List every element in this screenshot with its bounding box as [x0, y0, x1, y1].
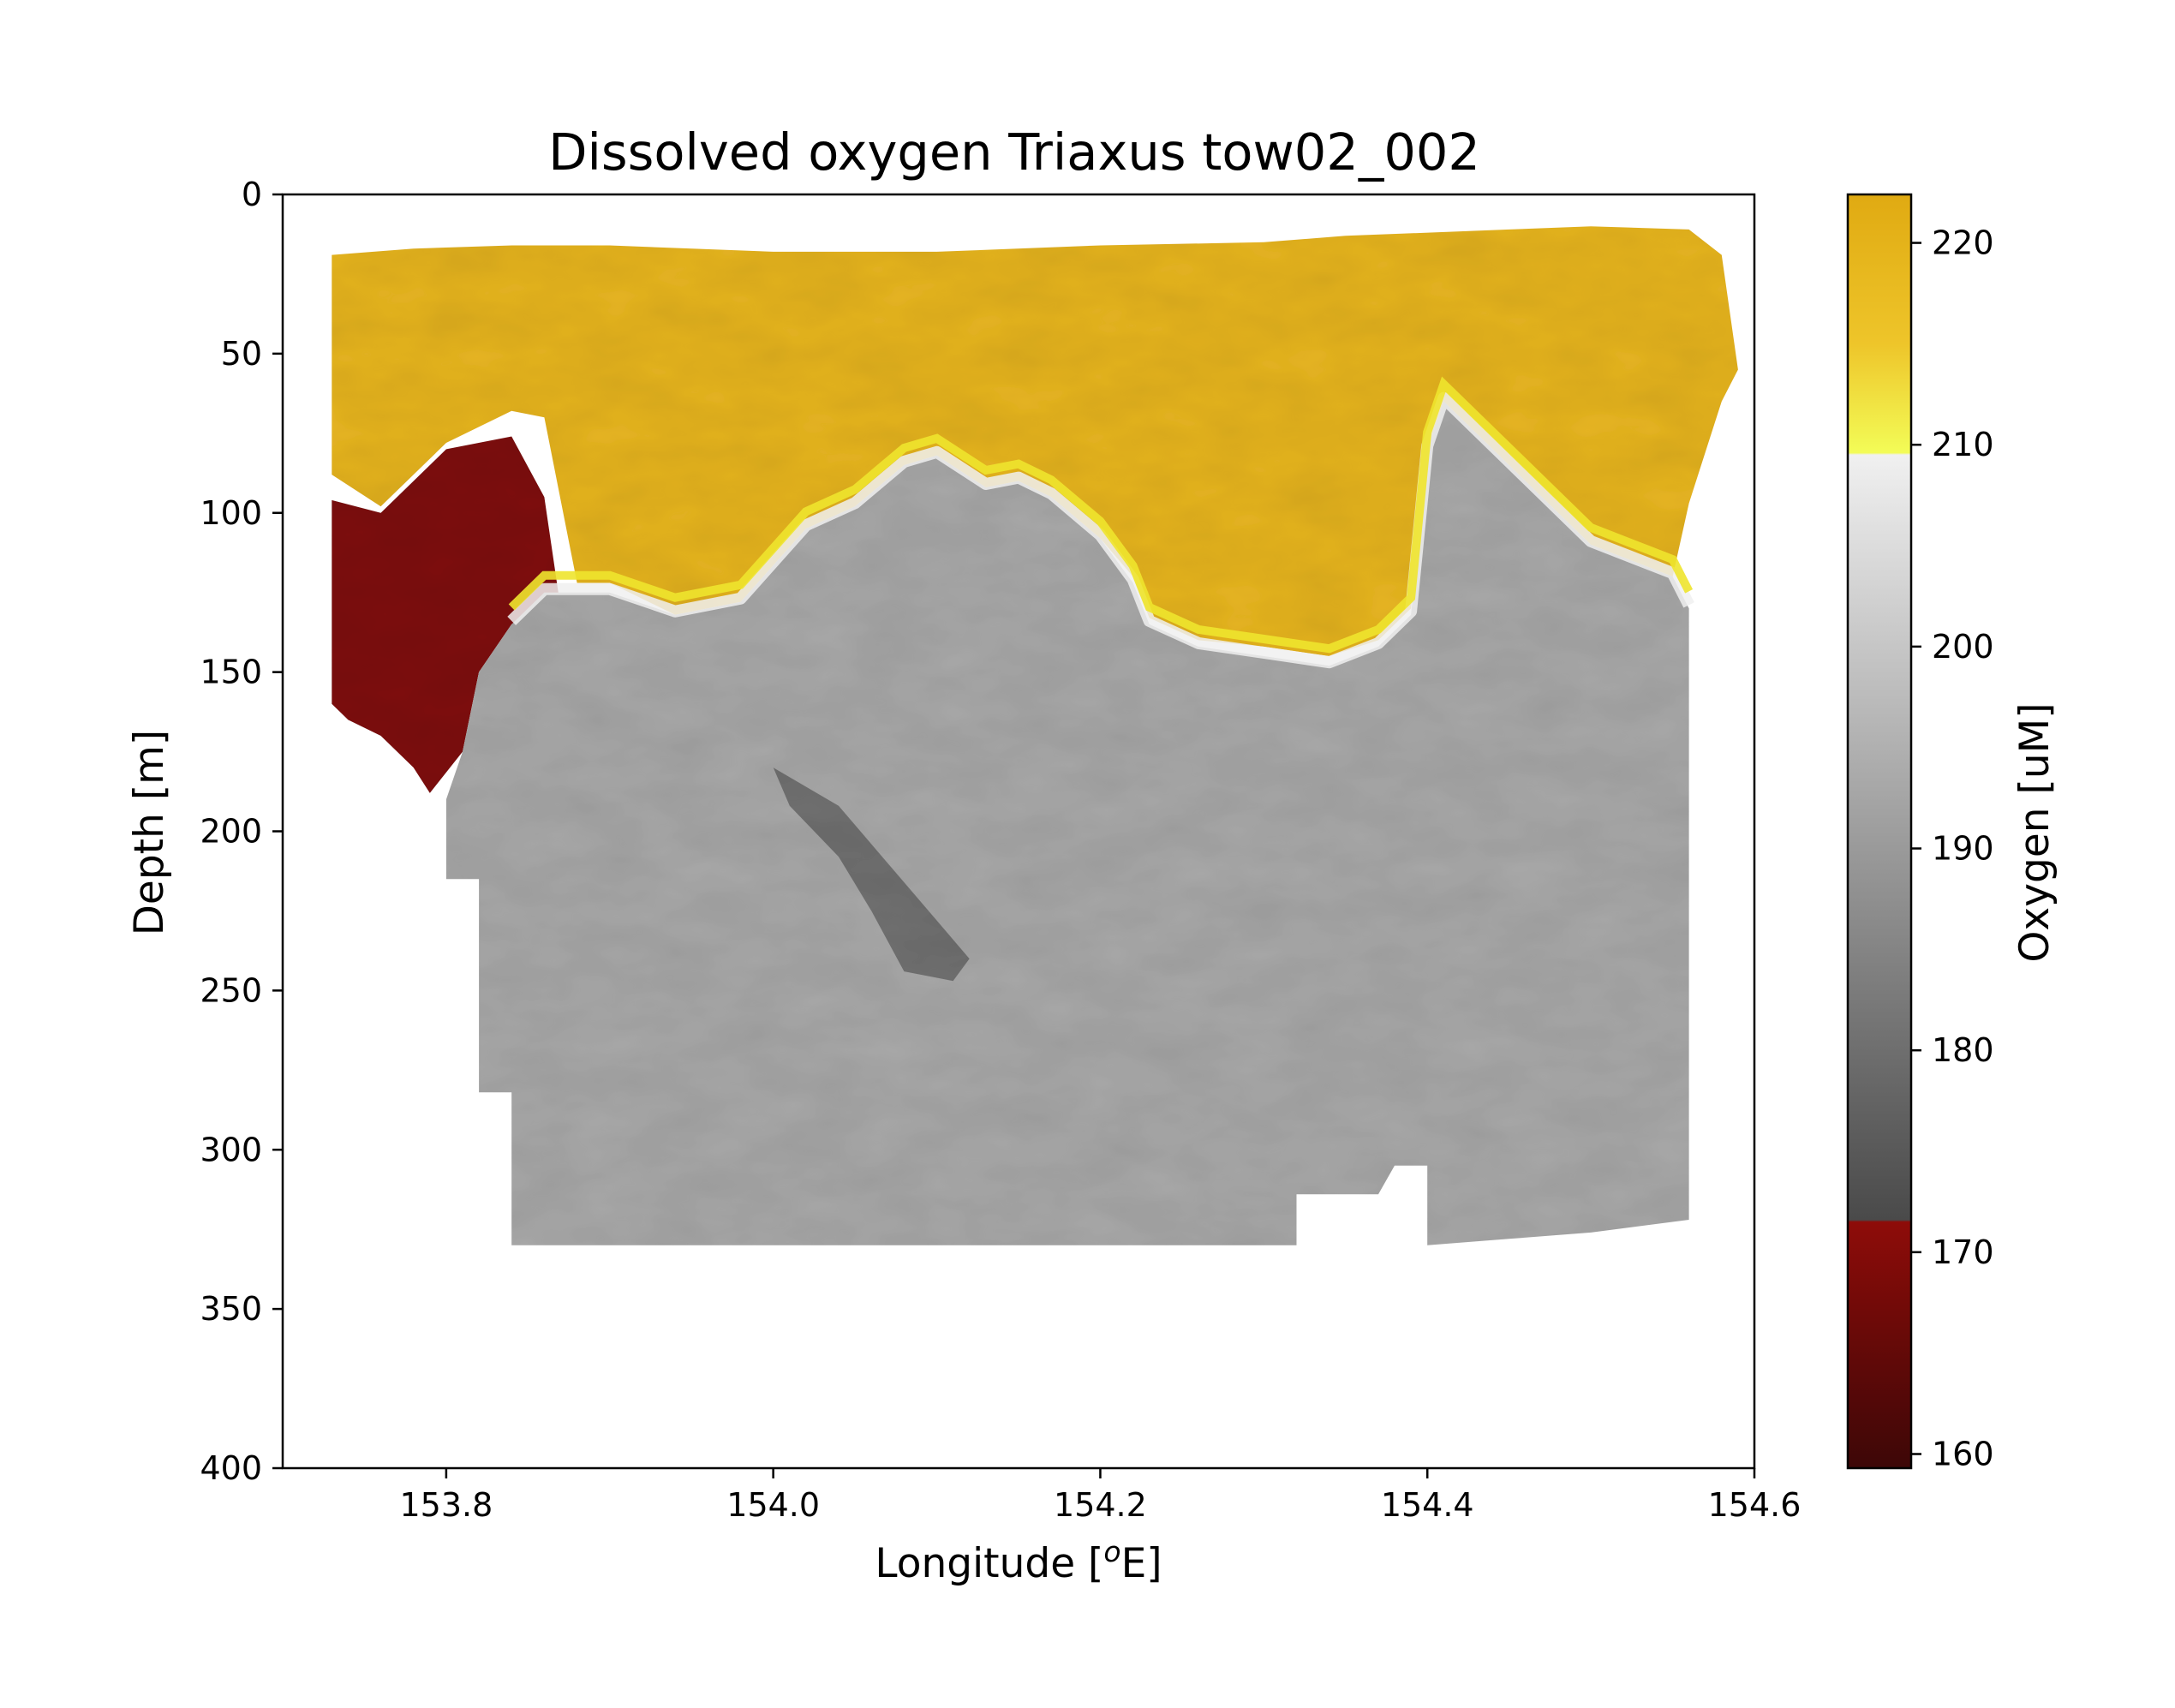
x-axis-label: Longitude [oE] [875, 1535, 1162, 1587]
colorbar-tick-label: 210 [1932, 426, 1994, 463]
chart-title: Dissolved oxygen Triaxus tow02_002 [548, 122, 1480, 182]
colorbar-tick-label: 160 [1932, 1436, 1994, 1473]
x-tick-label: 153.8 [399, 1486, 493, 1524]
x-axis-label-main: Longitude [ [875, 1540, 1103, 1587]
colorbar-tick-label: 220 [1932, 224, 1994, 262]
colorbar-tick-label: 200 [1932, 628, 1994, 666]
region-deep-oxygen-layer [445, 401, 1689, 1245]
plot-area [332, 226, 1738, 1245]
bright-yellow-band [508, 376, 1694, 654]
heatmap-regions [332, 226, 1738, 1245]
x-axis-ticks: 153.8 154.0 154.2 154.4 154.6 [399, 1468, 1801, 1524]
region-low-oxygen-streak [773, 767, 970, 982]
colorbar-tick-label: 190 [1932, 830, 1994, 868]
x-axis-label-suffix: E] [1121, 1540, 1162, 1587]
region-surface-oxygen-layer [332, 226, 1738, 656]
y-tick-label: 200 [200, 813, 262, 851]
y-tick-label: 350 [200, 1290, 262, 1328]
x-tick-label: 154.0 [726, 1486, 820, 1524]
region-low-oxygen-core [332, 436, 561, 793]
y-tick-label: 150 [200, 654, 262, 691]
x-tick-label: 154.6 [1708, 1486, 1802, 1524]
x-tick-label: 154.2 [1054, 1486, 1147, 1524]
y-tick-label: 300 [200, 1131, 262, 1168]
x-tick-label: 154.4 [1381, 1486, 1474, 1524]
y-tick-label: 50 [221, 335, 262, 373]
x-axis-label-superscript: o [1103, 1535, 1120, 1568]
y-axis-ticks: 0 50 100 150 200 250 300 350 400 [200, 176, 283, 1487]
colorbar-ticks: 160 170 180 190 200 210 220 [1911, 224, 1994, 1473]
y-tick-label: 100 [200, 494, 262, 532]
y-axis-label: Depth [m] [126, 730, 173, 936]
colorbar-label: Oxygen [uM] [2011, 702, 2058, 962]
y-tick-label: 250 [200, 971, 262, 1009]
y-tick-label: 0 [242, 176, 262, 213]
y-tick-label: 400 [200, 1449, 262, 1487]
colorbar [1846, 193, 1913, 1470]
colorbar-tick-label: 180 [1932, 1031, 1994, 1069]
colorbar-tick-label: 170 [1932, 1233, 1994, 1271]
oxycline-band [507, 391, 1694, 669]
